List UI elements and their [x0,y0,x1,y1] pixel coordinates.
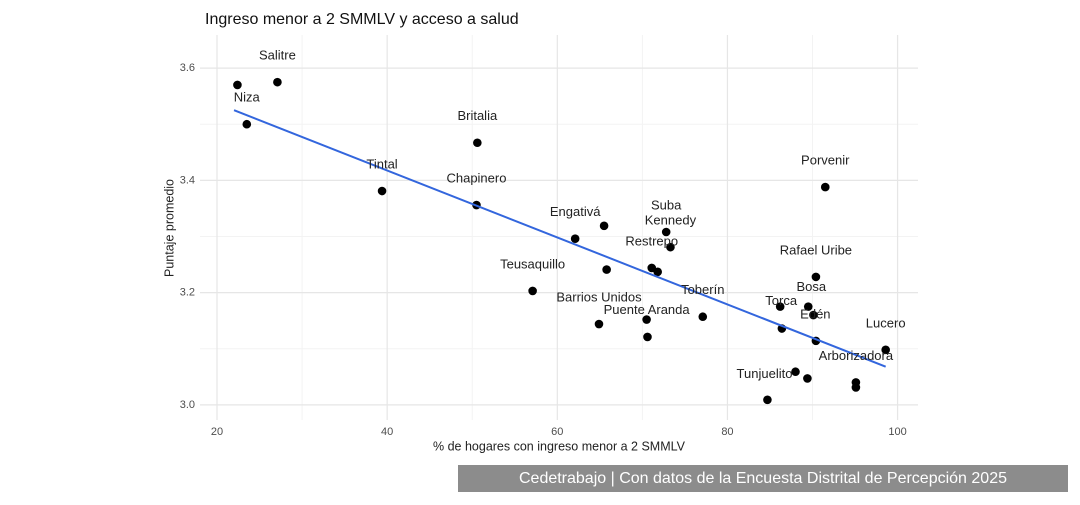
point [803,302,813,311]
point-label: Teusaquillo [500,256,565,271]
point [661,227,671,237]
point-label: Salitre [259,48,296,63]
point [811,272,821,282]
point [666,242,675,252]
point [602,265,611,274]
point [233,80,242,90]
marks: Salitre Niza Britalia Tintal Chapinero Porven… [233,48,906,405]
x-tick-label: 40 [381,426,393,438]
point [599,221,609,231]
point [775,302,785,311]
caption-bar [458,465,1068,492]
point [809,310,818,320]
point [528,286,537,296]
point-label: Lucero [866,315,906,330]
point-label: Tunjuelito [737,366,793,381]
point-label: Chapinero [446,170,506,185]
point [570,234,580,244]
point [594,319,604,329]
point-label: Engativá [550,204,601,219]
chart-title: Ingreso menor a 2 SMMLV y acceso a salud [205,11,519,28]
point [642,315,651,324]
point [242,119,252,129]
point [791,367,800,377]
point [851,383,861,392]
point-label: Bosa [796,279,826,294]
point-label: Toberín [681,282,724,297]
point-label: Niza [234,90,261,105]
trend-line [233,109,887,368]
point-label: Barrios Unidos [556,289,642,304]
x-tick-label: 60 [551,426,563,438]
point [803,374,812,383]
point [881,345,890,355]
point-label: Tintal [366,156,397,171]
point-label: Arborizadora [819,348,894,363]
point-label: Puente Aranda [604,302,691,317]
y-tick-label: 3.0 [180,399,195,411]
point [820,182,830,192]
y-tick-label: 3.2 [180,287,195,299]
grid [200,35,918,420]
point-label: Suba [651,197,682,212]
y-tick-label: 3.4 [180,174,195,186]
point [473,138,482,148]
point-label: Kennedy [645,213,697,228]
point [653,267,662,277]
point-label: Porvenir [801,153,850,168]
point [763,395,772,405]
x-axis-label: % de hogares con ingreso menor a 2 SMMLV [433,439,686,453]
point-label: Britalia [457,108,498,123]
point [643,332,652,342]
point-label: Rafael Uribe [780,242,852,257]
point-label: Restrepo [625,233,678,248]
x-tick-label: 20 [211,426,223,438]
y-axis-label: Puntaje promedio [162,179,176,277]
x-tick-label: 100 [888,426,906,438]
point-label: Torca [765,293,798,308]
point [273,77,282,87]
point [698,312,708,322]
point [377,186,387,196]
caption: Cedetrabajo | Con datos de la Encuesta D… [519,470,1007,487]
point-label: Edén [800,306,830,321]
y-tick-label: 3.6 [180,62,195,74]
x-tick-label: 80 [721,426,733,438]
